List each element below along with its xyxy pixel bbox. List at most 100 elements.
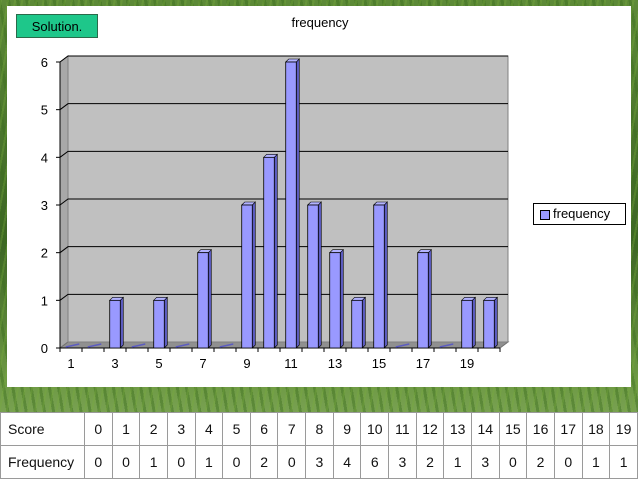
- gridline: [59, 293, 508, 301]
- table-cell: 1: [194, 445, 224, 479]
- table-cell: 2: [415, 445, 445, 479]
- table-cell: 4: [332, 445, 362, 479]
- chart-title: frequency: [291, 15, 349, 30]
- bar-side: [471, 296, 476, 349]
- x-tick-label: 7: [199, 356, 206, 371]
- x-tick-label: 13: [328, 356, 342, 371]
- bar: [373, 204, 385, 349]
- table-cell: 0: [553, 445, 583, 479]
- table-cell: 0: [84, 412, 113, 446]
- gridline: [59, 55, 508, 63]
- row-header: Frequency: [0, 445, 85, 479]
- table-cell: 3: [388, 445, 417, 479]
- bar: [483, 299, 495, 349]
- table-cell: 16: [526, 412, 555, 446]
- table-cell: 6: [360, 445, 390, 479]
- table-cell: 14: [470, 412, 500, 446]
- score-frequency-table: Score 0 1 2 3 4 5 6 7 8 9 10 11 12 13 14 15 16 17 18 19 Frequ…: [0, 412, 638, 479]
- bar-side: [295, 58, 300, 349]
- bar: [197, 252, 209, 349]
- legend-swatch: [540, 210, 550, 220]
- table-cell: 4: [194, 412, 224, 446]
- table-cell: 0: [84, 445, 113, 479]
- bar: [417, 252, 429, 349]
- bar-side: [207, 248, 212, 349]
- bar: [175, 343, 190, 348]
- table-cell: 13: [443, 412, 472, 446]
- table-cell: 17: [553, 412, 583, 446]
- x-tick-label: 1: [67, 356, 74, 371]
- bar-side: [427, 248, 432, 349]
- x-tick-label: 5: [155, 356, 162, 371]
- table-cell: 1: [139, 445, 168, 479]
- x-tick-label: 3: [111, 356, 118, 371]
- y-tick-label: 3: [41, 198, 48, 213]
- table-cell: 1: [443, 445, 472, 479]
- bar-side: [361, 296, 366, 349]
- x-tick-label: 11: [284, 356, 298, 371]
- table-cell: 15: [498, 412, 528, 446]
- gridline: [59, 198, 508, 206]
- table-cell: 3: [305, 445, 334, 479]
- bar-side: [339, 248, 344, 349]
- y-tick-label: 0: [41, 341, 48, 356]
- table-cell: 0: [111, 445, 141, 479]
- bar-side: [251, 201, 256, 349]
- bar: [65, 343, 80, 348]
- bar-side: [383, 201, 388, 349]
- table-cell: 18: [581, 412, 611, 446]
- gridline: [59, 150, 508, 158]
- legend-label: frequency: [553, 206, 611, 221]
- table-cell: 1: [111, 412, 141, 446]
- table-cell: 9: [332, 412, 362, 446]
- gridline: [59, 103, 508, 111]
- bar: [87, 343, 102, 348]
- bar-side: [273, 153, 278, 349]
- x-tick-label: 17: [416, 356, 430, 371]
- bar: [263, 156, 275, 349]
- y-tick-label: 6: [41, 55, 48, 70]
- y-tick-label: 2: [41, 246, 48, 261]
- bar-side: [163, 296, 168, 349]
- table-cell: 10: [360, 412, 390, 446]
- table-cell: 3: [166, 412, 196, 446]
- table-cell: 11: [388, 412, 417, 446]
- x-tick-label: 9: [243, 356, 250, 371]
- table-cell: 2: [139, 412, 168, 446]
- bar-side: [317, 201, 322, 349]
- solution-button[interactable]: Solution.: [16, 14, 98, 38]
- y-tick-label: 4: [41, 150, 48, 165]
- table-cell: 2: [249, 445, 279, 479]
- table-cell: 0: [222, 445, 251, 479]
- table-cell: 0: [498, 445, 528, 479]
- gridline: [59, 246, 508, 254]
- table-cell: 5: [222, 412, 251, 446]
- bar: [395, 343, 410, 348]
- table-row: Score 0 1 2 3 4 5 6 7 8 9 10 11 12 13 14 15 16 17 18 19: [0, 412, 638, 446]
- y-tick-label: 1: [41, 293, 48, 308]
- bar: [153, 299, 165, 349]
- bar: [307, 204, 319, 349]
- x-tick-label: 15: [372, 356, 386, 371]
- bar: [461, 299, 473, 349]
- table-cell: 0: [166, 445, 196, 479]
- bar: [219, 343, 234, 348]
- table-cell: 19: [609, 412, 638, 446]
- table-row: Frequency 0 0 1 0 1 0 2 0 3 4 6 3 2 1 3 0 2 0 1 1: [0, 445, 638, 479]
- row-header: Score: [0, 412, 85, 446]
- bar: [285, 61, 297, 349]
- bar: [131, 343, 146, 348]
- table-cell: 2: [526, 445, 555, 479]
- chart-legend: frequency: [533, 203, 626, 225]
- table-cell: 1: [609, 445, 638, 479]
- table-cell: 8: [305, 412, 334, 446]
- table-cell: 6: [249, 412, 279, 446]
- x-tick-label: 19: [460, 356, 474, 371]
- table-cell: 12: [415, 412, 445, 446]
- bar: [329, 252, 341, 349]
- bar: [241, 204, 253, 349]
- bar: [109, 299, 121, 349]
- bar-side: [119, 296, 124, 349]
- table-cell: 0: [277, 445, 307, 479]
